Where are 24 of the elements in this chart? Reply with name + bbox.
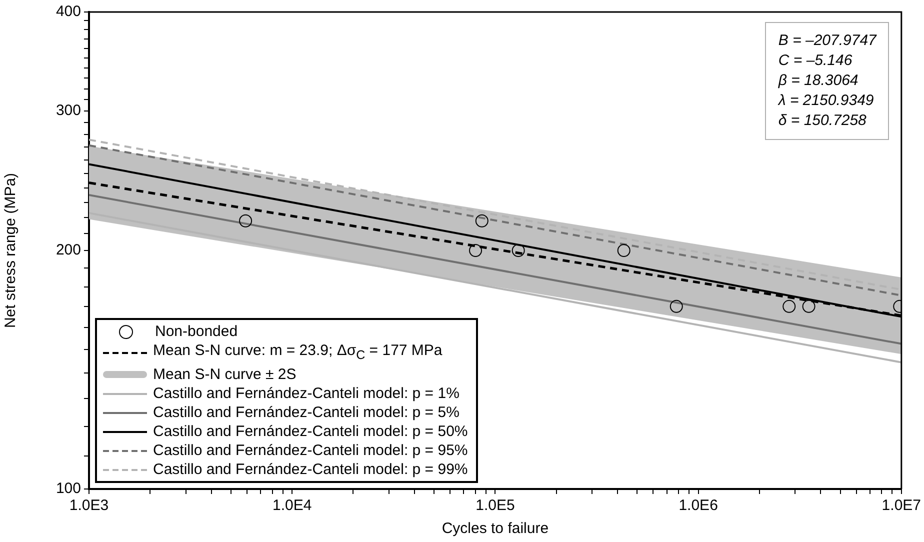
x-axis-title: Cycles to failure — [442, 520, 549, 538]
y-tick-label: 200 — [56, 242, 81, 259]
annotation: β = 18.3064 — [778, 71, 860, 91]
annotation: Mean S-N curve ± 2S — [153, 365, 296, 384]
x-tick-label: 1.0E5 — [476, 497, 515, 514]
y-tick-label: 400 — [56, 3, 81, 20]
x-tick-label: 1.0E4 — [272, 497, 312, 514]
y-axis-title: Net stress range (MPa) — [2, 172, 20, 328]
legend-label: Mean S-N curve: m = 23.9; Δσ$_{C}$ = 177 MPa — [153, 341, 442, 364]
legend-label: Castillo and Fernández-Canteli model: p = 50% — [153, 422, 468, 441]
y-tick-label: 100 — [56, 480, 81, 498]
annotation: δ = 150.7258 — [778, 111, 868, 131]
annotation: B = –207.9747 — [778, 31, 876, 51]
legend-label: Castillo and Fernández-Canteli model: p = 95% — [153, 441, 468, 460]
legend-label: Castillo and Fernández-Canteli model: p = 5% — [153, 403, 460, 422]
legend-label: Castillo and Fernández-Canteli model: p = 99% — [153, 460, 468, 479]
x-tick-label: 1.0E3 — [69, 497, 109, 514]
annotation: λ = 2150.9349 — [778, 91, 875, 111]
annotation: C = –5.146 — [778, 51, 854, 71]
x-tick-label: 1.0E6 — [678, 497, 718, 514]
legend-label: Castillo and Fernández-Canteli model: p = 1% — [153, 384, 460, 403]
y-tick-label: 300 — [56, 102, 81, 120]
x-tick-label: 1.0E7 — [882, 497, 921, 514]
legend-label: Non-bonded — [155, 322, 238, 341]
